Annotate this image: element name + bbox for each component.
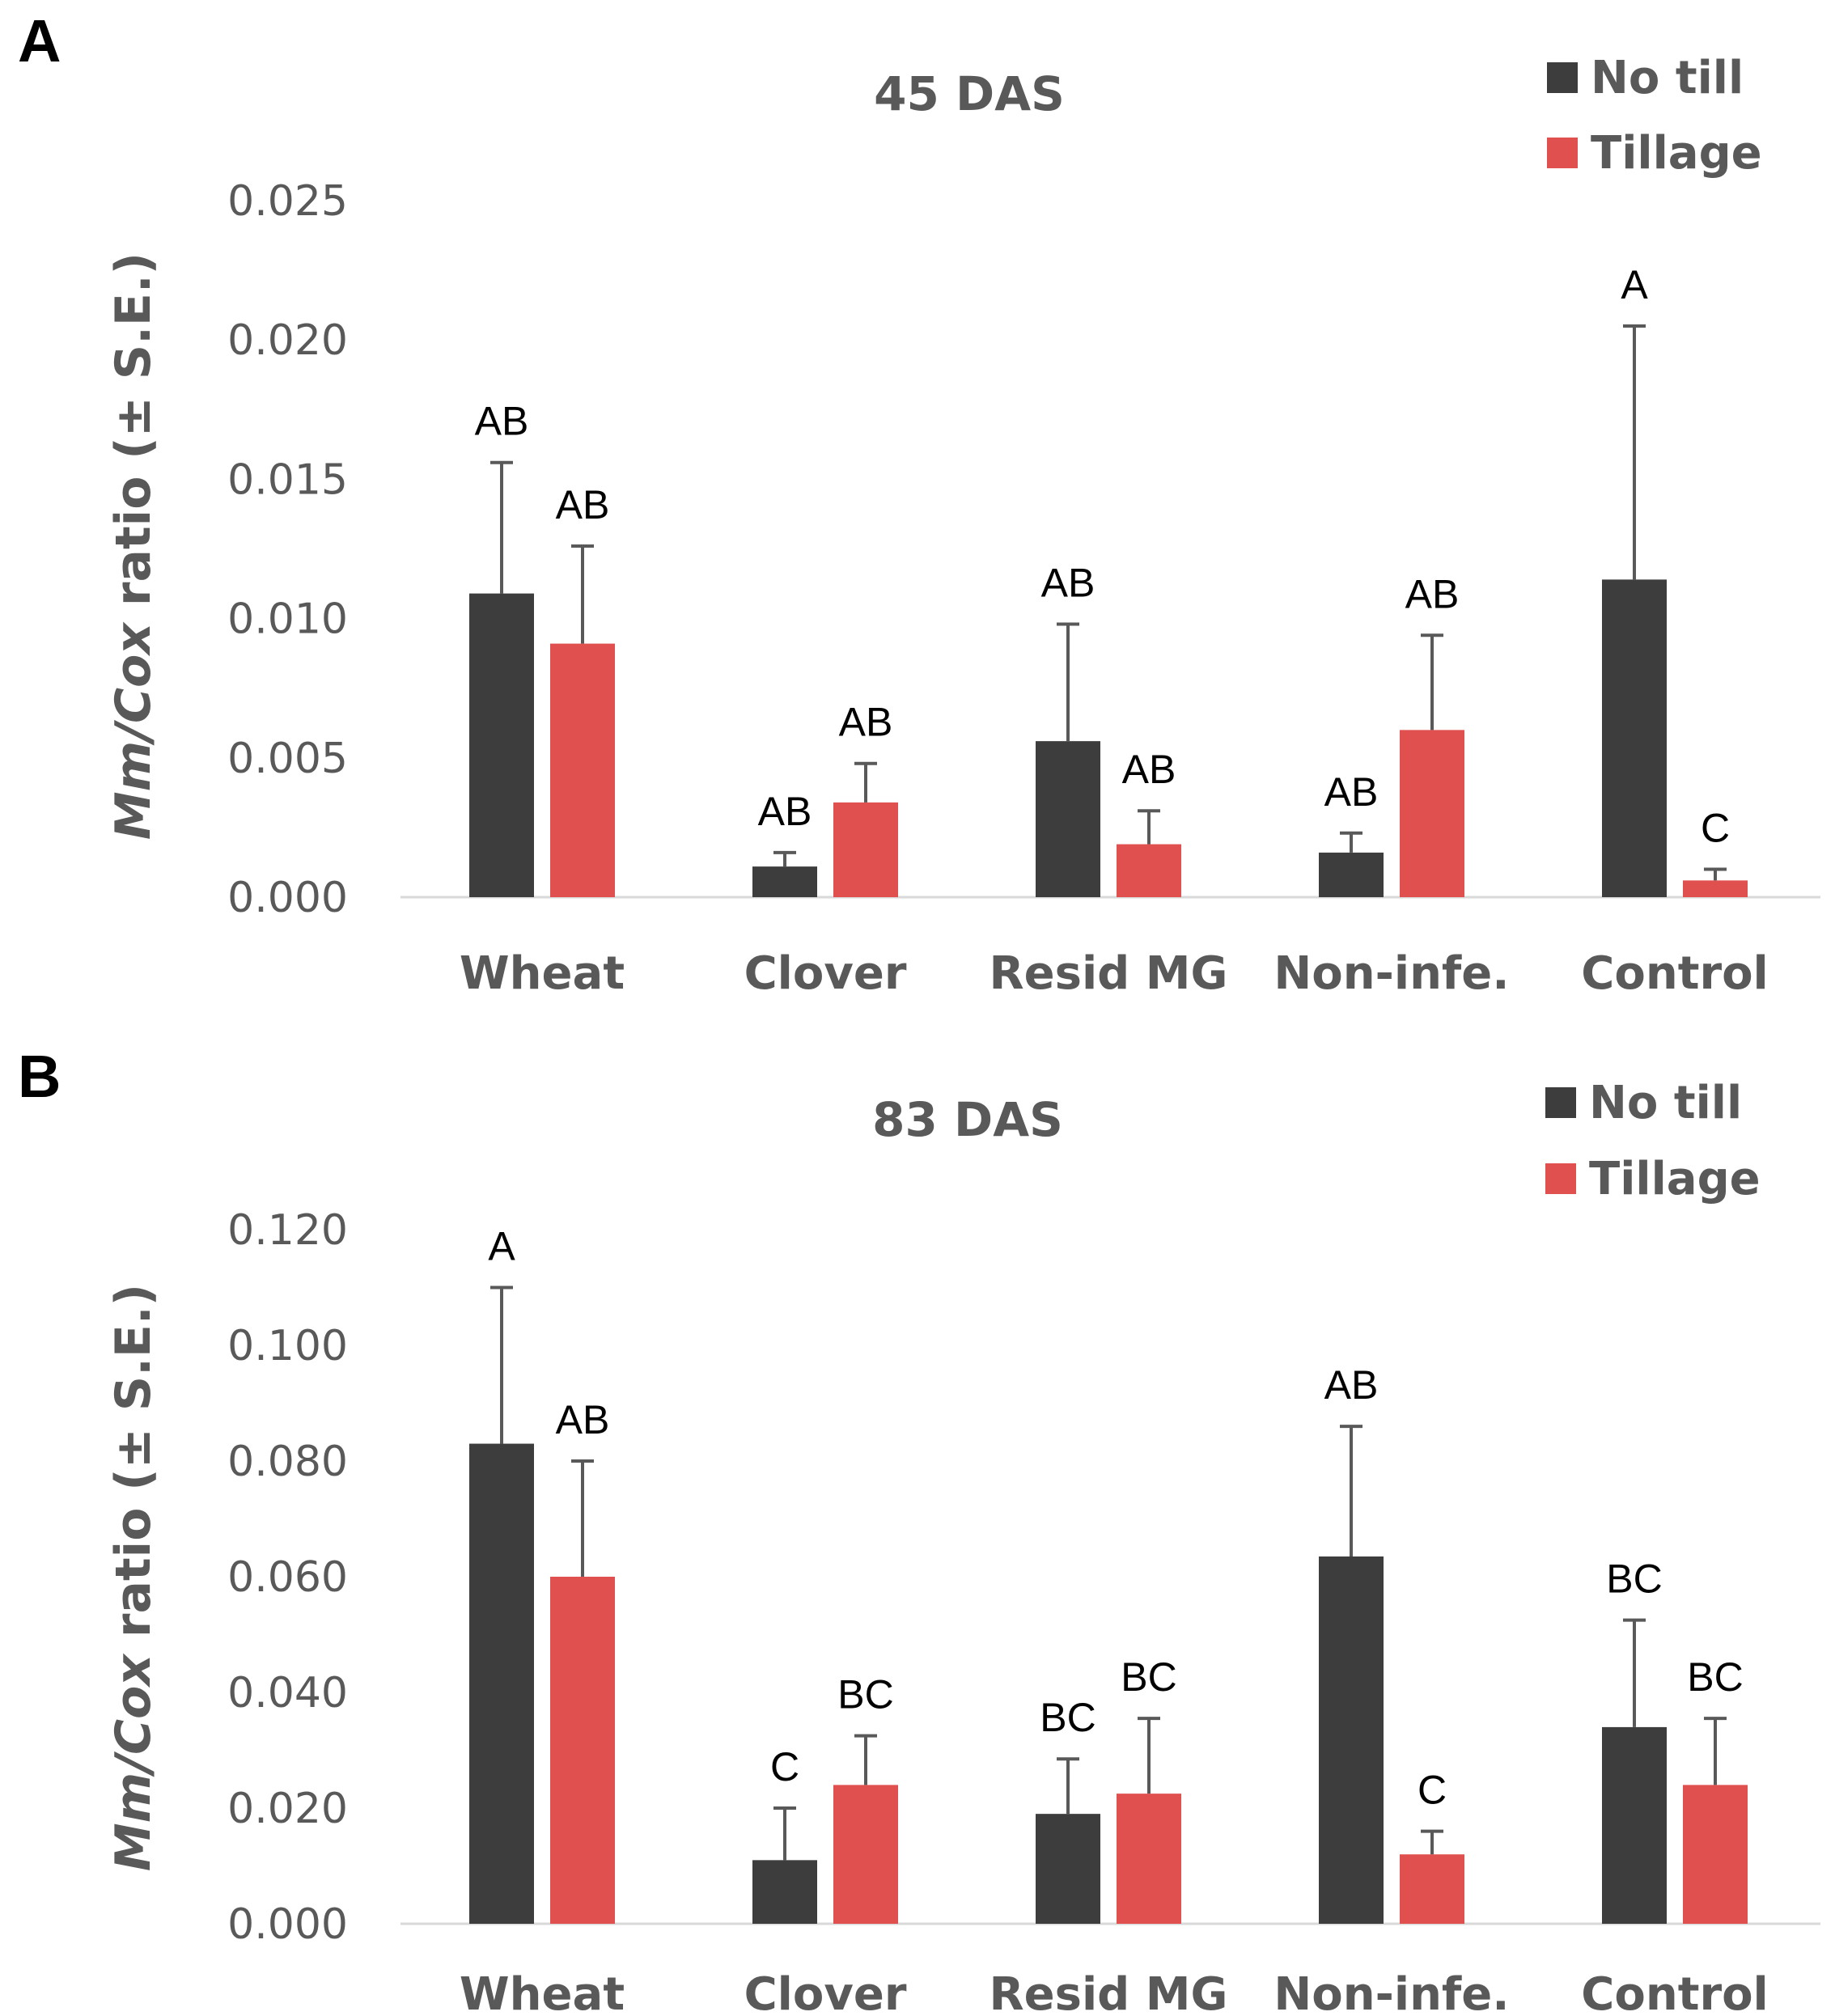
bar-tillage [550, 643, 615, 897]
bar-tillage [833, 802, 898, 897]
chart-title: 83 DAS [872, 1092, 1063, 1147]
legend-swatch-no-till [1547, 62, 1578, 93]
bar-no-till [752, 1860, 817, 1924]
category-label: Non-infe. [1273, 947, 1509, 1000]
legend-label: No till [1589, 1077, 1742, 1129]
category-label: Clover [744, 1968, 907, 2016]
bar-no-till [1036, 741, 1100, 897]
chart-panel-a: A 45 DAS No till Tillage Mm/Cox ratio (± S.E… [18, 7, 1820, 1000]
y-tick-label: 0.100 [227, 1322, 348, 1370]
bar-tillage [1117, 844, 1181, 897]
y-tick-label: 0.005 [227, 735, 348, 783]
bar-tillage [1117, 1794, 1181, 1924]
y-tick-label: 0.040 [227, 1669, 348, 1717]
significance-letter: AB [556, 1397, 610, 1442]
chart-panel-b: B 83 DAS No till Tillage Mm/Cox ratio (± S.E… [18, 1043, 1820, 2016]
y-tick-label: 0.020 [227, 316, 348, 365]
significance-letter: BC [1121, 1654, 1176, 1700]
category-label: Resid MG [990, 947, 1228, 1000]
significance-letter: BC [1687, 1654, 1743, 1700]
category-label: Clover [744, 947, 907, 1000]
bar-tillage [1683, 880, 1748, 897]
significance-letter: BC [1606, 1556, 1662, 1602]
significance-letter: AB [1041, 560, 1095, 605]
significance-letter: A [488, 1224, 515, 1269]
category-label: Control [1581, 1968, 1769, 2016]
y-tick-label: 0.120 [227, 1206, 348, 1255]
significance-letter: AB [475, 399, 529, 444]
category-label: Wheat [460, 947, 625, 1000]
legend-label: No till [1591, 52, 1744, 104]
bar-no-till [752, 866, 817, 897]
legend-label: Tillage [1589, 1153, 1761, 1205]
category-label: Resid MG [990, 1968, 1228, 2016]
category-label: Wheat [460, 1968, 625, 2016]
bar-no-till [1602, 579, 1667, 897]
bar-no-till [1319, 1556, 1384, 1924]
significance-letter: A [1621, 262, 1648, 307]
bar-tillage [1400, 1854, 1464, 1924]
y-axis-label: Mm/Cox ratio (± S.E.) [105, 1284, 162, 1871]
category-label: Non-infe. [1273, 1968, 1509, 2016]
bar-no-till [1319, 852, 1384, 897]
y-tick-label: 0.025 [227, 177, 348, 226]
significance-letter: AB [1324, 1362, 1379, 1408]
bar-tillage [1400, 730, 1464, 897]
legend-swatch-no-till [1545, 1087, 1576, 1118]
y-tick-label: 0.000 [227, 874, 348, 922]
significance-letter: AB [839, 700, 893, 745]
y-tick-label: 0.020 [227, 1785, 348, 1833]
significance-letter: C [1418, 1768, 1447, 1813]
bar-no-till [1036, 1814, 1100, 1924]
category-label: Control [1581, 947, 1769, 1000]
significance-letter: C [770, 1744, 799, 1789]
bar-tillage [833, 1785, 898, 1924]
bar-no-till [469, 593, 534, 897]
significance-letter: C [1701, 806, 1730, 851]
legend-label: Tillage [1591, 127, 1762, 180]
significance-letter: BC [837, 1672, 893, 1717]
significance-letter: AB [1324, 769, 1379, 815]
y-tick-label: 0.015 [227, 455, 348, 504]
chart-title: 45 DAS [874, 66, 1065, 121]
significance-letter: BC [1040, 1695, 1095, 1740]
bar-tillage [1683, 1785, 1748, 1924]
y-tick-label: 0.060 [227, 1553, 348, 1602]
panel-label: B [18, 1043, 61, 1110]
significance-letter: AB [758, 789, 812, 834]
legend-swatch-tillage [1545, 1163, 1576, 1194]
significance-letter: AB [556, 482, 610, 527]
y-tick-label: 0.080 [227, 1438, 348, 1486]
y-tick-label: 0.010 [227, 595, 348, 644]
bar-tillage [550, 1577, 615, 1924]
significance-letter: AB [1122, 747, 1176, 792]
y-tick-label: 0.000 [227, 1900, 348, 1949]
significance-letter: AB [1405, 571, 1460, 616]
panel-label: A [18, 7, 61, 74]
bar-no-till [1602, 1726, 1667, 1924]
legend-swatch-tillage [1547, 138, 1578, 168]
bar-no-till [469, 1443, 534, 1924]
y-axis-label: Mm/Cox ratio (± S.E.) [105, 252, 162, 840]
